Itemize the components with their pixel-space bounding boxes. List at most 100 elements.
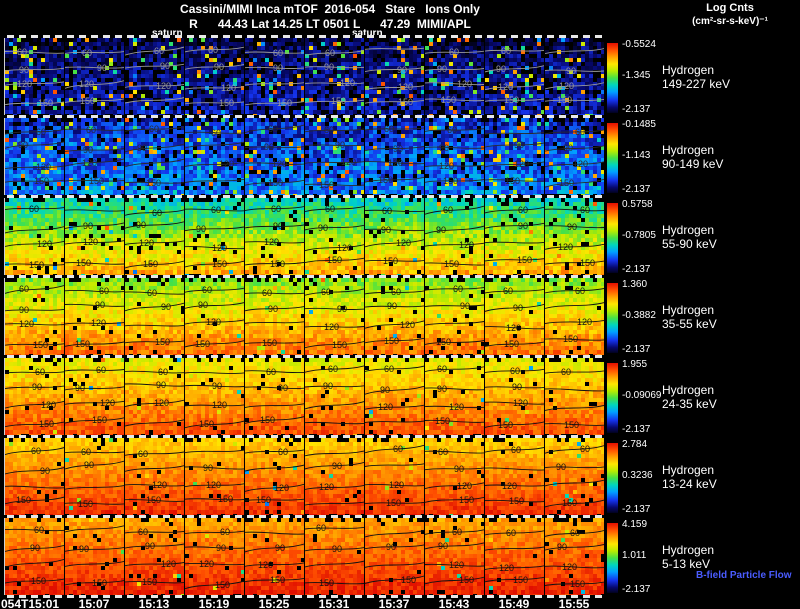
colorbar xyxy=(607,283,618,353)
contour-label: 120 xyxy=(154,398,169,408)
panel-separator xyxy=(2,275,604,278)
contour-label: 150 xyxy=(215,580,230,590)
plot-title: Cassini/MIMI Inca mTOF 2016-054 Stare Io… xyxy=(180,2,480,16)
panel-separator xyxy=(2,195,604,198)
contour-label: 60 xyxy=(510,366,520,376)
contour-label: 60 xyxy=(138,449,148,459)
contour-overlay: 60 90 150 xyxy=(5,525,64,586)
spectrogram-tile: 60 90 120 150 xyxy=(185,278,244,355)
colorbar-tick-label: -2.137 xyxy=(622,344,651,355)
contour-label: 90 xyxy=(437,64,447,74)
contour-label: 150 xyxy=(142,577,157,587)
contour-label: 150 xyxy=(580,258,595,268)
contour-label: 150 xyxy=(155,337,170,347)
panel-species-label: Hydrogen 35-55 keV xyxy=(662,303,800,331)
spectrogram-tile: 60 120 xyxy=(185,118,244,195)
spectrogram-plot: 60 90 150 60 90 150 60 120 150 90 120 150 60 120 150 90… xyxy=(4,438,605,515)
spectrogram-tile: 60 90 120 150 xyxy=(125,198,184,275)
panel-row-24-35-kev: 60 90 120 150 60 90 120 150 60 90 120 90 120 150 60 90 1… xyxy=(0,355,800,435)
contour-label: 60 xyxy=(501,46,511,56)
contour-label: 150 xyxy=(505,176,520,186)
contour-label: 150 xyxy=(260,415,275,425)
spectrogram-image xyxy=(245,38,304,115)
spectrogram-image xyxy=(425,118,484,195)
contour-label: 120 xyxy=(498,82,513,92)
contour-label: 150 xyxy=(270,259,285,269)
spectrogram-tile: 60 90 120 150 xyxy=(485,358,544,435)
contour-label: 60 xyxy=(154,46,164,56)
contour-label: 90 xyxy=(513,303,523,313)
contour-label: 90 xyxy=(79,544,89,554)
contour-label: 150 xyxy=(513,575,528,585)
contour-label: 90 xyxy=(386,542,396,552)
contour-label: 90 xyxy=(332,461,342,471)
contour-label: 150 xyxy=(564,420,579,430)
spectrogram-image xyxy=(425,198,484,275)
panel-species-label: Hydrogen 149-227 keV xyxy=(662,63,800,91)
contour-label: 120 xyxy=(449,560,464,570)
contour-label: 120 xyxy=(274,483,289,493)
spectrogram-tile: 60 90 120 150 xyxy=(545,118,604,195)
contour-label: 120 xyxy=(100,398,115,408)
contour-label: 60 xyxy=(268,124,278,134)
contour-label: 60 xyxy=(518,205,528,215)
contour-label: 60 xyxy=(262,288,272,298)
energy-range-label: 149-227 keV xyxy=(662,77,731,91)
contour-label: 90 xyxy=(156,380,166,390)
contour-label: 60 xyxy=(447,125,457,135)
contour-label: 60 xyxy=(35,367,45,377)
contour-label: 120 xyxy=(161,559,176,569)
contour-label: 60 xyxy=(325,204,335,214)
spectrogram-image xyxy=(5,38,64,115)
contour-label: 150 xyxy=(444,259,459,269)
species-name: Hydrogen xyxy=(662,543,715,557)
contour-label: 150 xyxy=(270,575,285,585)
spectrogram-tile: 60 150 xyxy=(545,358,604,435)
spectrogram-tile: 60 90 150 xyxy=(5,438,64,515)
colorbar xyxy=(607,363,618,433)
contour-overlay: 90 120 xyxy=(305,450,364,506)
contour-label: 90 xyxy=(18,140,28,150)
colorbar-tick-label: 1.360 xyxy=(622,279,648,290)
spectrogram-image xyxy=(5,198,64,275)
contour-label: 60 xyxy=(575,286,585,296)
contour-overlay: 60 150 xyxy=(545,367,604,430)
contour-label: 90 xyxy=(83,145,93,155)
contour-label: 150 xyxy=(383,256,398,266)
time-axis: 054T15:01 15:07 15:13 15:19 15:25 15:31 15:37 1… xyxy=(0,597,800,609)
contour-overlay: 60 90 150 xyxy=(425,284,484,347)
panel-species-label: Hydrogen 55-90 keV xyxy=(662,223,800,251)
colorbar xyxy=(607,443,618,513)
contour-label: 60 xyxy=(384,364,394,374)
bottom-axis-line xyxy=(2,595,604,598)
contour-label: 120 xyxy=(91,318,106,328)
contour-label: 90 xyxy=(496,64,506,74)
spectrogram-plot: 60 120 150 90 120 150 60 90 120 150 60 90 120 150 60 90… xyxy=(4,198,605,275)
contour-label: 120 xyxy=(41,400,56,410)
contour-label: 60 xyxy=(506,528,516,538)
spectrogram-tile: 60 90 120 150 xyxy=(185,518,244,595)
contour-label: 120 xyxy=(37,239,52,249)
spectrogram-tile: 60 90 150 xyxy=(305,518,364,595)
contour-label: 120 xyxy=(36,162,51,172)
contour-label: 60 xyxy=(208,45,218,55)
contour-label: 150 xyxy=(146,495,161,505)
contour-label: 90 xyxy=(557,542,567,552)
contour-label: 120 xyxy=(82,158,97,168)
panel-separator xyxy=(2,355,604,358)
contour-label: 60 xyxy=(211,205,221,215)
contour-label: 90 xyxy=(198,300,208,310)
colorbar-tick-label: 2.784 xyxy=(622,439,648,450)
contour-label: 120 xyxy=(457,79,472,89)
contour-overlay: 60 90 120 xyxy=(125,46,184,104)
contour-label: 90 xyxy=(393,144,403,154)
spectrogram-tile: 60 90 120 150 xyxy=(125,518,184,595)
spectrogram-tile: 90 120 150 xyxy=(365,38,424,115)
